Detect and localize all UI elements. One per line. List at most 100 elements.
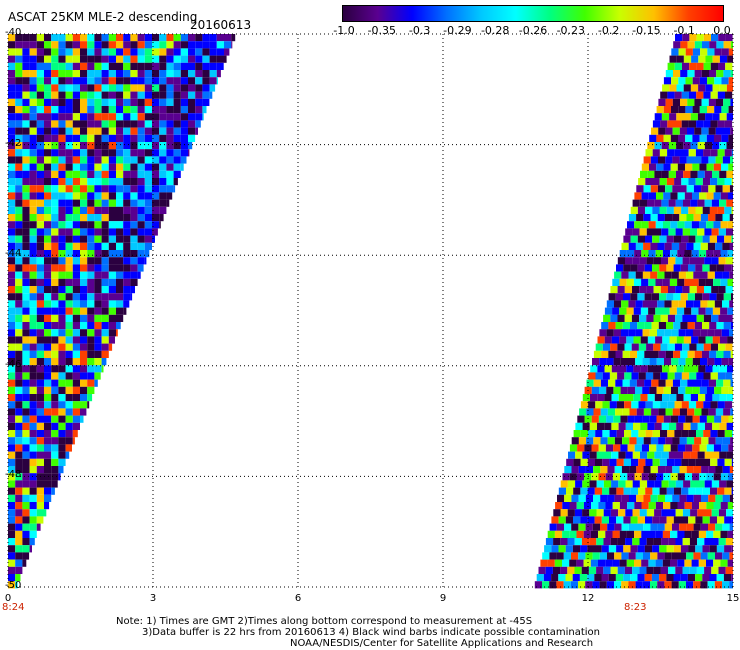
heatmap-cell xyxy=(569,530,577,538)
heatmap-cell xyxy=(682,228,690,236)
heatmap-cell xyxy=(665,494,673,502)
heatmap-cell xyxy=(638,401,646,409)
heatmap-cell xyxy=(137,98,145,106)
heatmap-cell xyxy=(116,156,124,164)
heatmap-cell xyxy=(701,494,709,502)
heatmap-cell xyxy=(661,480,669,488)
heatmap-cell xyxy=(108,98,116,106)
heatmap-cell xyxy=(563,581,571,589)
heatmap-cell xyxy=(716,574,724,582)
heatmap-cell xyxy=(36,185,44,193)
heatmap-cell xyxy=(72,329,80,337)
heatmap-cell xyxy=(688,487,696,495)
heatmap-cell xyxy=(611,480,619,488)
heatmap-cell xyxy=(716,350,724,358)
heatmap-cell xyxy=(639,257,647,265)
heatmap-cell xyxy=(173,34,181,42)
heatmap-cell xyxy=(65,365,73,373)
heatmap-cell xyxy=(625,480,633,488)
heatmap-cell xyxy=(22,358,30,366)
heatmap-cell xyxy=(657,300,665,308)
heatmap-cell xyxy=(15,55,23,63)
heatmap-cell xyxy=(44,322,52,330)
heatmap-cell xyxy=(101,70,109,78)
heatmap-cell xyxy=(718,34,726,42)
heatmap-cell xyxy=(668,509,676,517)
heatmap-cell xyxy=(94,98,102,106)
heatmap-cell xyxy=(599,358,607,366)
heatmap-cell xyxy=(159,98,167,106)
heatmap-cell xyxy=(44,163,52,171)
heatmap-cell xyxy=(634,559,642,567)
heatmap-cell xyxy=(727,55,733,63)
heatmap-cell xyxy=(173,178,178,186)
heatmap-cell xyxy=(716,264,724,272)
heatmap-cell xyxy=(36,300,44,308)
heatmap-cell xyxy=(690,199,698,207)
heatmap-cell xyxy=(51,372,59,380)
heatmap-cell xyxy=(711,314,719,322)
heatmap-cell xyxy=(564,494,572,502)
heatmap-cell xyxy=(717,516,725,524)
heatmap-cell xyxy=(716,322,724,330)
heatmap-cell xyxy=(652,458,660,466)
heatmap-cell xyxy=(631,314,640,322)
heatmap-cell xyxy=(587,545,595,553)
heatmap-cell xyxy=(641,250,649,258)
heatmap-cell xyxy=(569,444,578,452)
heatmap-cell xyxy=(625,538,633,546)
heatmap-cell xyxy=(668,257,676,265)
heatmap-cell xyxy=(72,322,80,330)
heatmap-cell xyxy=(614,437,623,445)
heatmap-cell xyxy=(690,480,698,488)
heatmap-cell xyxy=(8,34,16,42)
heatmap-cell xyxy=(65,394,73,402)
heatmap-cell xyxy=(159,149,167,157)
heatmap-cell xyxy=(44,142,52,150)
heatmap-cell xyxy=(715,408,724,416)
heatmap-cell xyxy=(87,113,95,121)
heatmap-cell xyxy=(72,70,80,78)
heatmap-cell xyxy=(634,530,642,538)
heatmap-cell xyxy=(623,516,631,524)
heatmap-cell xyxy=(693,271,701,279)
heatmap-cell xyxy=(29,34,37,42)
heatmap-cell xyxy=(684,192,692,200)
heatmap-cell xyxy=(44,480,52,488)
heatmap-cell xyxy=(180,149,188,157)
heatmap-cell xyxy=(216,62,224,70)
heatmap-cell xyxy=(696,314,704,322)
heatmap-cell xyxy=(15,451,23,459)
heatmap-cell xyxy=(159,178,167,186)
heatmap-cell xyxy=(195,120,201,128)
heatmap-cell xyxy=(689,538,698,546)
heatmap-cell xyxy=(707,329,715,337)
heatmap-cell xyxy=(130,149,138,157)
heatmap-cell xyxy=(711,286,719,294)
heatmap-cell xyxy=(51,286,59,294)
heatmap-cell xyxy=(144,163,152,171)
heatmap-cell xyxy=(711,480,720,488)
heatmap-cell xyxy=(576,559,584,567)
heatmap-cell xyxy=(661,228,669,236)
heatmap-cell xyxy=(722,156,730,164)
heatmap-cell xyxy=(173,84,181,92)
heatmap-cell xyxy=(678,358,686,366)
heatmap-cell xyxy=(603,314,611,322)
heatmap-cell xyxy=(662,307,670,315)
heatmap-cell xyxy=(602,430,610,438)
heatmap-cell xyxy=(603,480,612,488)
heatmap-cell xyxy=(661,199,669,207)
heatmap-cell xyxy=(36,372,44,380)
heatmap-cell xyxy=(166,98,174,106)
heatmap-cell xyxy=(123,34,131,42)
heatmap-cell xyxy=(15,127,23,135)
heatmap-cell xyxy=(566,458,574,466)
heatmap-cell xyxy=(94,192,102,200)
heatmap-cell xyxy=(51,386,59,394)
heatmap-cell xyxy=(51,250,59,258)
heatmap-cell xyxy=(644,545,653,553)
heatmap-cell xyxy=(15,437,23,445)
heatmap-cell xyxy=(680,41,688,49)
heatmap-cell xyxy=(689,34,697,42)
